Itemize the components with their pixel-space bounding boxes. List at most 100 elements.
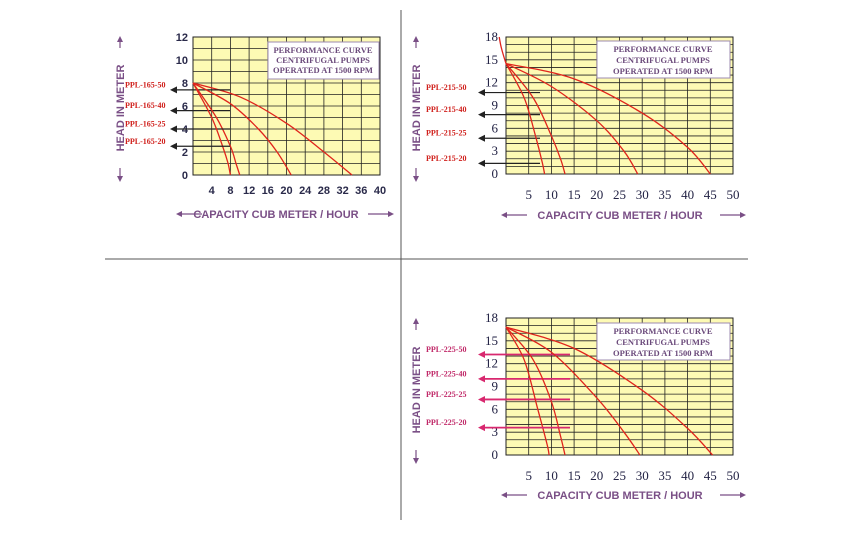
pump-label: PPL-165-50 — [125, 80, 165, 89]
x-tick-label: 24 — [299, 185, 312, 197]
x-axis-title: CAPACITY CUB METER / HOUR — [537, 490, 702, 502]
pump-label: PPL-215-50 — [426, 83, 466, 92]
y-axis-title: HEAD IN METER — [115, 65, 127, 152]
y-tick-label: 0 — [182, 170, 188, 182]
x-tick-label: 40 — [374, 185, 386, 197]
x-tick-label: 50 — [727, 468, 740, 483]
x-tick-label: 10 — [545, 187, 558, 202]
x-tick-label: 35 — [658, 187, 671, 202]
pump-label: PPL-215-20 — [426, 154, 466, 163]
pump-arrowhead — [478, 395, 485, 403]
y-tick-label: 4 — [182, 124, 189, 136]
pump-arrowhead — [478, 424, 485, 432]
pump-arrowhead — [170, 125, 177, 133]
legend-line: CENTRIFUGAL PUMPS — [616, 55, 710, 65]
x-tick-label: 35 — [658, 468, 671, 483]
legend-line: OPERATED AT 1500 RPM — [613, 66, 713, 76]
y-tick-label: 18 — [485, 29, 498, 44]
y-tick-label: 6 — [492, 120, 499, 135]
legend-line: CENTRIFUGAL PUMPS — [616, 337, 710, 347]
x-tick-label: 8 — [227, 185, 233, 197]
y-tick-label: 3 — [492, 143, 499, 158]
x-tick-label: 20 — [590, 468, 603, 483]
pump-curve-ppl-165-50 — [192, 82, 353, 176]
x-tick-label: 15 — [568, 187, 581, 202]
y-tick-label: 12 — [176, 32, 188, 44]
x-tick-label: 5 — [525, 468, 532, 483]
x-axis-title: CAPACITY CUB METER / HOUR — [537, 210, 702, 222]
legend-line: PERFORMANCE CURVE — [273, 45, 372, 55]
x-axis-arrowhead-left — [501, 212, 507, 218]
shutoff-curve — [498, 36, 507, 64]
x-tick-label: 32 — [336, 185, 348, 197]
x-tick-label: 50 — [727, 187, 740, 202]
y-axis-arrowhead-down — [413, 176, 419, 182]
y-axis-arrowhead-up — [413, 36, 419, 42]
legend-box — [267, 41, 380, 80]
y-axis-arrowhead-up — [117, 36, 123, 42]
pump-curve-ppl-165-25 — [192, 82, 241, 176]
pump-arrowhead — [478, 89, 485, 97]
chart-ppl-215: 0 3 6 9 12 15 18 5 10 15 20 25 30 35 40 45 50 HEAD IN MET… — [411, 29, 746, 222]
chart-ppl-225: 0 3 6 9 12 15 18 5 10 15 20 25 30 35 40 45 50 HEAD IN MET… — [411, 310, 746, 502]
pump-label: PPL-215-40 — [426, 105, 466, 114]
pump-curve-ppl-225-50 — [505, 326, 714, 456]
x-tick-label: 25 — [613, 468, 626, 483]
x-tick-label: 30 — [636, 468, 649, 483]
pump-curve-ppl-215-25 — [505, 63, 566, 175]
x-tick-label: 4 — [209, 185, 216, 197]
y-tick-label: 3 — [492, 424, 499, 439]
pump-arrowhead — [478, 159, 485, 167]
pump-label: PPL-215-25 — [426, 129, 466, 138]
x-tick-label: 20 — [590, 187, 603, 202]
pump-curve-ppl-215-50 — [505, 62, 711, 175]
x-tick-label: 30 — [636, 187, 649, 202]
y-tick-label: 6 — [182, 101, 188, 113]
y-tick-label: 6 — [492, 401, 499, 416]
pump-label: PPL-165-25 — [125, 120, 165, 129]
y-tick-label: 15 — [485, 52, 498, 67]
pump-arrowhead — [478, 134, 485, 142]
y-tick-label: 2 — [182, 147, 188, 159]
x-tick-label: 12 — [243, 185, 255, 197]
pump-curve-ppl-225-25 — [505, 326, 566, 456]
y-axis-title: HEAD IN METER — [411, 65, 423, 152]
legend-line: PERFORMANCE CURVE — [613, 44, 712, 54]
x-axis-arrowhead-right — [740, 492, 746, 498]
y-axis-arrowhead-down — [117, 176, 123, 182]
pump-arrowhead — [478, 111, 485, 119]
pump-arrowhead — [170, 107, 177, 115]
x-tick-label: 15 — [568, 468, 581, 483]
pump-label: PPL-225-50 — [426, 345, 466, 354]
y-tick-label: 15 — [485, 333, 498, 348]
y-tick-label: 8 — [182, 78, 188, 90]
pump-label: PPL-225-25 — [426, 390, 466, 399]
x-tick-label: 40 — [681, 187, 694, 202]
y-tick-label: 0 — [492, 166, 499, 181]
pump-arrowhead — [170, 86, 177, 94]
x-axis-arrowhead-left — [501, 492, 507, 498]
pump-curve-ppl-165-20 — [192, 82, 232, 176]
legend-box — [596, 40, 731, 79]
y-tick-label: 9 — [492, 379, 499, 394]
pump-label: PPL-225-40 — [426, 369, 466, 378]
y-tick-label: 10 — [176, 55, 188, 67]
legend-line: OPERATED AT 1500 RPM — [273, 65, 373, 75]
x-tick-label: 20 — [280, 185, 292, 197]
x-tick-label: 28 — [318, 185, 330, 197]
x-axis-arrowhead-right — [740, 212, 746, 218]
x-tick-label: 45 — [704, 187, 717, 202]
x-tick-label: 40 — [681, 468, 694, 483]
y-axis-arrowhead-up — [413, 318, 419, 324]
x-tick-label: 16 — [262, 185, 274, 197]
pump-arrowhead — [170, 142, 177, 150]
legend-line: OPERATED AT 1500 RPM — [613, 348, 713, 358]
pump-arrowhead — [478, 375, 485, 383]
pump-curve-ppl-215-20 — [505, 63, 546, 175]
y-tick-label: 9 — [492, 98, 499, 113]
y-axis-arrowhead-down — [413, 458, 419, 464]
pump-label: PPL-225-20 — [426, 418, 466, 427]
x-axis-arrowhead-left — [176, 211, 182, 217]
